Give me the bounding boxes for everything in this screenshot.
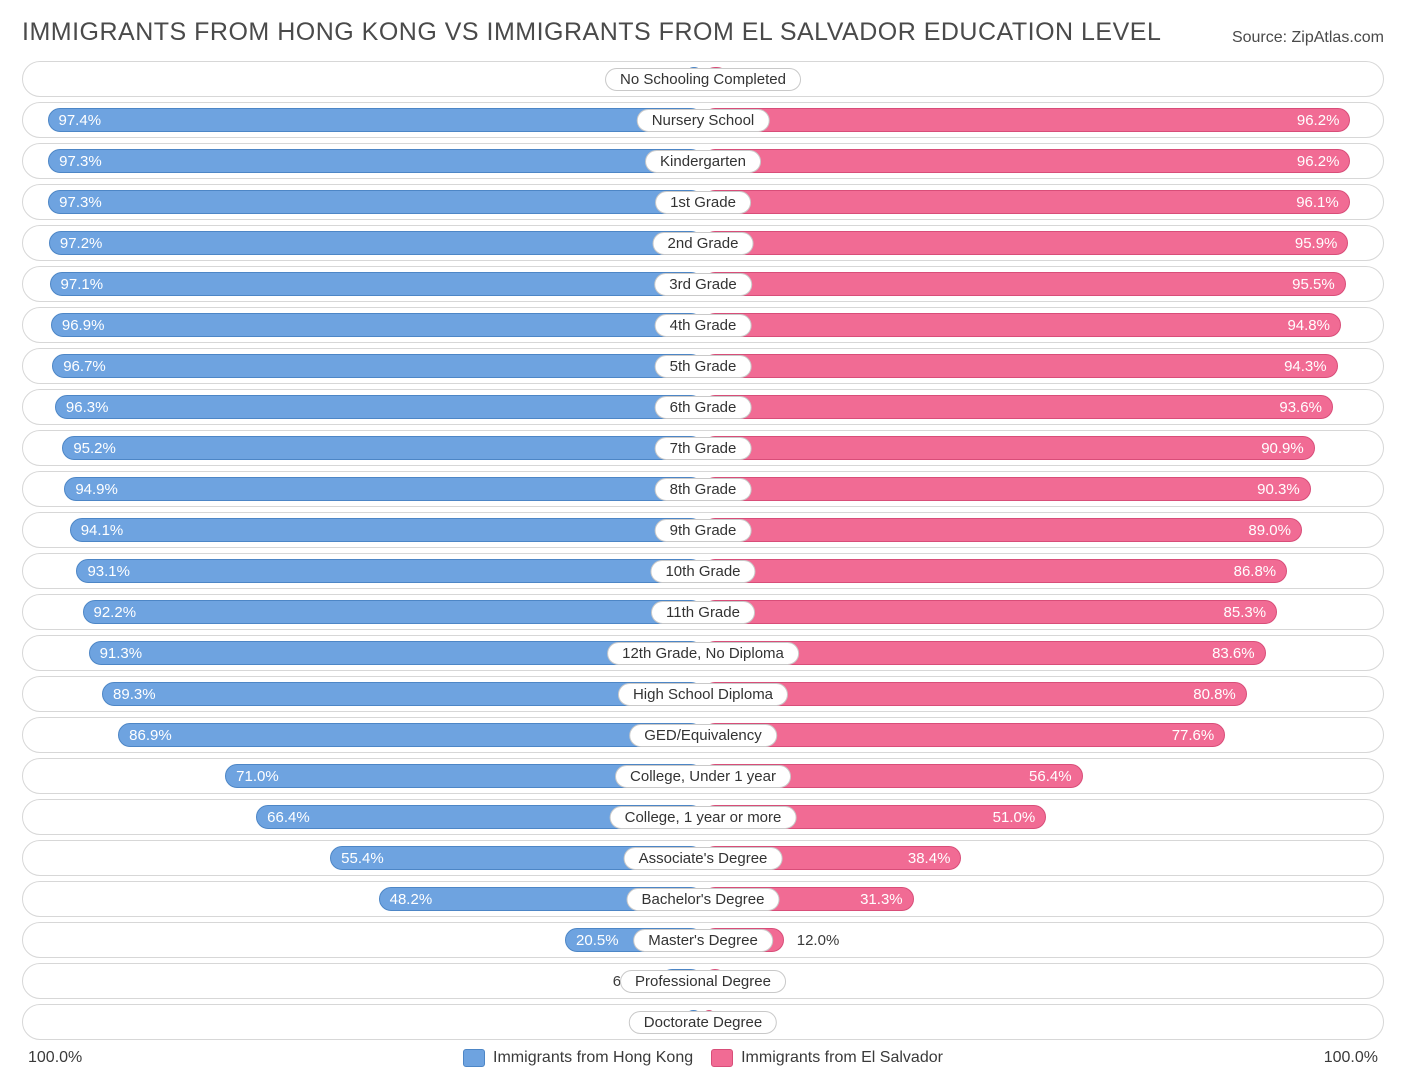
chart-row: 20.5%12.0%Master's Degree: [22, 922, 1384, 958]
bar-right: 89.0%: [703, 518, 1302, 542]
category-label: College, 1 year or more: [610, 806, 797, 829]
bar-right: 95.5%: [703, 272, 1346, 296]
axis-max-left: 100.0%: [28, 1049, 82, 1067]
category-label: Nursery School: [637, 109, 770, 132]
legend-label-right: Immigrants from El Salvador: [741, 1049, 943, 1067]
source-prefix: Source:: [1232, 29, 1292, 46]
header: IMMIGRANTS FROM HONG KONG VS IMMIGRANTS …: [22, 18, 1384, 47]
category-label: 5th Grade: [655, 355, 752, 378]
chart-row: 2.7%3.9%No Schooling Completed: [22, 61, 1384, 97]
bar-left: 96.7%: [52, 354, 703, 378]
diverging-bar-chart: 2.7%3.9%No Schooling Completed97.4%96.2%…: [22, 61, 1384, 1040]
category-label: 12th Grade, No Diploma: [607, 642, 799, 665]
bar-right: 95.9%: [703, 231, 1348, 255]
chart-row: 89.3%80.8%High School Diploma: [22, 676, 1384, 712]
chart-row: 97.2%95.9%2nd Grade: [22, 225, 1384, 261]
legend-item-left: Immigrants from Hong Kong: [463, 1049, 693, 1067]
bar-left: 97.1%: [50, 272, 703, 296]
category-label: GED/Equivalency: [629, 724, 777, 747]
category-label: Kindergarten: [645, 150, 761, 173]
bar-left: 97.3%: [48, 149, 703, 173]
chart-row: 86.9%77.6%GED/Equivalency: [22, 717, 1384, 753]
legend-item-right: Immigrants from El Salvador: [711, 1049, 943, 1067]
bar-left: 86.9%: [118, 723, 703, 747]
bar-right: 94.8%: [703, 313, 1341, 337]
bar-right-value: 12.0%: [789, 932, 840, 949]
chart-row: 71.0%56.4%College, Under 1 year: [22, 758, 1384, 794]
chart-row: 94.1%89.0%9th Grade: [22, 512, 1384, 548]
bar-left: 94.9%: [64, 477, 703, 501]
bar-right: 86.8%: [703, 559, 1287, 583]
chart-row: 97.1%95.5%3rd Grade: [22, 266, 1384, 302]
chart-row: 97.3%96.2%Kindergarten: [22, 143, 1384, 179]
bar-right: 90.9%: [703, 436, 1315, 460]
legend-label-left: Immigrants from Hong Kong: [493, 1049, 693, 1067]
bar-left: 96.3%: [55, 395, 703, 419]
category-label: Bachelor's Degree: [627, 888, 780, 911]
legend: Immigrants from Hong Kong Immigrants fro…: [82, 1049, 1323, 1067]
chart-row: 97.3%96.1%1st Grade: [22, 184, 1384, 220]
chart-row: 2.8%1.4%Doctorate Degree: [22, 1004, 1384, 1040]
category-label: No Schooling Completed: [605, 68, 801, 91]
chart-row: 97.4%96.2%Nursery School: [22, 102, 1384, 138]
category-label: 8th Grade: [655, 478, 752, 501]
bar-left: 94.1%: [70, 518, 703, 542]
source-attribution: Source: ZipAtlas.com: [1232, 29, 1384, 47]
category-label: 1st Grade: [655, 191, 751, 214]
bar-left: 89.3%: [102, 682, 703, 706]
chart-footer: 100.0% Immigrants from Hong Kong Immigra…: [22, 1045, 1384, 1067]
category-label: Professional Degree: [620, 970, 786, 993]
bar-right: 94.3%: [703, 354, 1338, 378]
bar-left: 96.9%: [51, 313, 703, 337]
category-label: 3rd Grade: [654, 273, 752, 296]
chart-row: 94.9%90.3%8th Grade: [22, 471, 1384, 507]
chart-row: 66.4%51.0%College, 1 year or more: [22, 799, 1384, 835]
chart-row: 55.4%38.4%Associate's Degree: [22, 840, 1384, 876]
chart-row: 93.1%86.8%10th Grade: [22, 553, 1384, 589]
chart-title: IMMIGRANTS FROM HONG KONG VS IMMIGRANTS …: [22, 18, 1161, 47]
bar-left: 97.3%: [48, 190, 703, 214]
bar-right: 96.2%: [703, 108, 1350, 132]
category-label: College, Under 1 year: [615, 765, 791, 788]
category-label: 9th Grade: [655, 519, 752, 542]
chart-row: 92.2%85.3%11th Grade: [22, 594, 1384, 630]
bar-right: 77.6%: [703, 723, 1225, 747]
category-label: 10th Grade: [650, 560, 755, 583]
legend-swatch-right: [711, 1049, 733, 1067]
category-label: Doctorate Degree: [629, 1011, 777, 1034]
bar-right: 96.1%: [703, 190, 1350, 214]
bar-right: 85.3%: [703, 600, 1277, 624]
chart-row: 96.7%94.3%5th Grade: [22, 348, 1384, 384]
category-label: 11th Grade: [651, 601, 755, 624]
category-label: Associate's Degree: [624, 847, 783, 870]
chart-row: 96.9%94.8%4th Grade: [22, 307, 1384, 343]
category-label: 7th Grade: [655, 437, 752, 460]
bar-right: 90.3%: [703, 477, 1311, 501]
category-label: 4th Grade: [655, 314, 752, 337]
bar-left: 97.4%: [48, 108, 704, 132]
category-label: Master's Degree: [633, 929, 773, 952]
legend-swatch-left: [463, 1049, 485, 1067]
bar-left: 95.2%: [62, 436, 703, 460]
category-label: 6th Grade: [655, 396, 752, 419]
bar-left: 93.1%: [76, 559, 703, 583]
chart-row: 96.3%93.6%6th Grade: [22, 389, 1384, 425]
chart-row: 6.4%3.5%Professional Degree: [22, 963, 1384, 999]
chart-row: 91.3%83.6%12th Grade, No Diploma: [22, 635, 1384, 671]
bar-right: 96.2%: [703, 149, 1350, 173]
bar-left: 97.2%: [49, 231, 703, 255]
bar-left: 92.2%: [83, 600, 704, 624]
category-label: High School Diploma: [618, 683, 788, 706]
bar-right: 93.6%: [703, 395, 1333, 419]
chart-row: 48.2%31.3%Bachelor's Degree: [22, 881, 1384, 917]
axis-max-right: 100.0%: [1324, 1049, 1378, 1067]
chart-row: 95.2%90.9%7th Grade: [22, 430, 1384, 466]
category-label: 2nd Grade: [653, 232, 754, 255]
source-name: ZipAtlas.com: [1292, 29, 1384, 46]
